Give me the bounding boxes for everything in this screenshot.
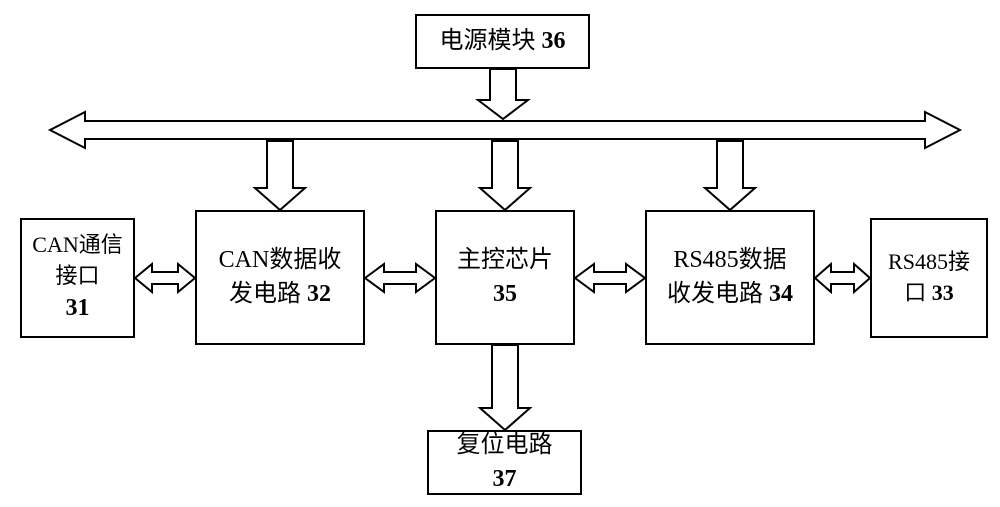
arrow-canif-cantx xyxy=(135,264,195,292)
block-mcu: 主控芯片 35 xyxy=(435,210,575,345)
arrow-rs485tx-rs485if xyxy=(815,264,870,292)
block-rs485-interface-label: RS485接口 33 xyxy=(888,247,970,309)
block-can-interface: CAN通信接口 31 xyxy=(20,218,135,338)
arrow-mcu-to-reset xyxy=(480,345,530,430)
block-mcu-label: 主控芯片 xyxy=(457,244,553,278)
block-power: 电源模块 36 xyxy=(415,14,590,69)
arrow-power-to-bus xyxy=(478,69,528,119)
bus-bar xyxy=(50,112,960,148)
block-power-text: 电源模块 36 xyxy=(440,25,566,59)
block-can-txrx-label: CAN数据收发电路 32 xyxy=(219,244,342,311)
arrow-bus-to-mcu xyxy=(480,141,530,210)
block-can-interface-label: CAN通信接口 xyxy=(22,230,133,292)
block-rs485-txrx-label: RS485数据收发电路 34 xyxy=(667,244,793,311)
block-reset: 复位电路 37 xyxy=(427,430,582,495)
block-can-txrx: CAN数据收发电路 32 xyxy=(195,210,365,345)
block-reset-label: 复位电路 xyxy=(457,429,553,463)
block-can-interface-num: 31 xyxy=(66,292,90,326)
arrow-cantx-mcu xyxy=(365,264,435,292)
block-reset-num: 37 xyxy=(493,463,517,497)
block-mcu-num: 35 xyxy=(493,278,517,312)
block-rs485-txrx: RS485数据收发电路 34 xyxy=(645,210,815,345)
block-rs485-interface: RS485接口 33 xyxy=(870,218,988,338)
arrow-bus-to-cantx xyxy=(255,141,305,210)
arrow-bus-to-rs485 xyxy=(705,141,755,210)
arrow-mcu-rs485tx xyxy=(575,264,645,292)
